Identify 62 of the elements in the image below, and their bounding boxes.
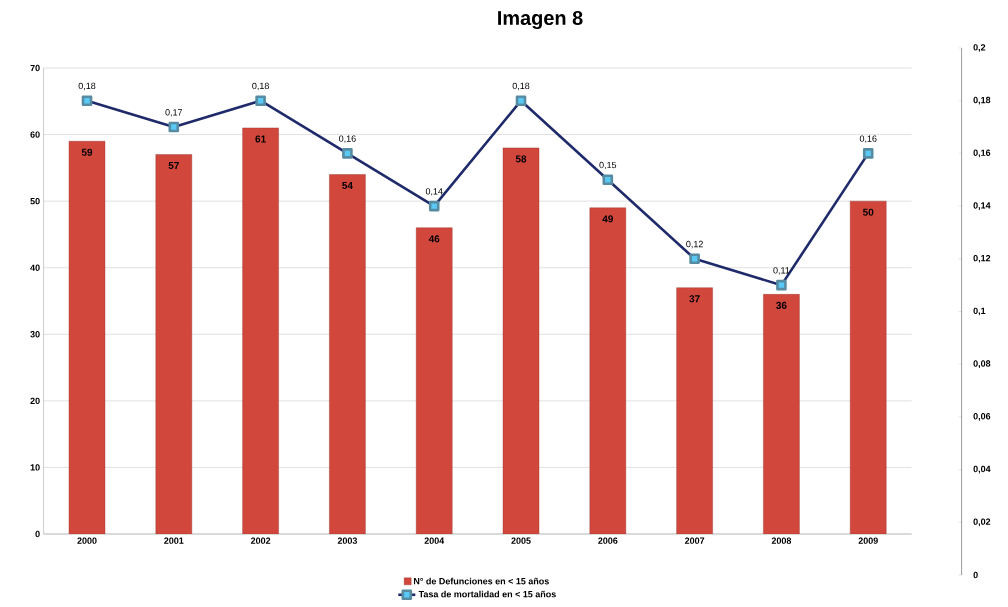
y2-tick-label: 0,14: [973, 202, 991, 210]
y2-tick-label: 0,02: [973, 518, 991, 527]
x-tick-label: 2004: [424, 537, 445, 544]
data-label: 0,14: [425, 188, 443, 196]
x-tick-label: 2000: [77, 537, 97, 544]
bar: [242, 127, 279, 534]
chart-title: Imagen 8: [498, 10, 583, 30]
data-label: 37: [689, 295, 700, 303]
bar: [502, 147, 540, 534]
x-tick-label: 2003: [337, 537, 358, 544]
x-tick-label: 2001: [164, 537, 184, 544]
data-label: 59: [81, 148, 93, 156]
y-tick-label: 50: [30, 197, 40, 205]
y-tick-label: 40: [30, 264, 40, 271]
y2-tick-label: 0,04: [973, 465, 991, 474]
y-tick-label: 20: [30, 397, 40, 405]
y2-tick-label: 0,08: [973, 360, 991, 369]
y2-tick-label: 0,2: [973, 44, 986, 52]
y2-tick-label: 0,06: [973, 413, 991, 421]
legend-label: Tasa de mortalidad en < 15 años: [418, 590, 556, 598]
data-label: 49: [602, 215, 613, 223]
y2-tick-label: 0,1: [973, 307, 986, 316]
data-label: 0,11: [773, 267, 790, 275]
bar: [850, 200, 887, 534]
bar: [416, 227, 453, 534]
data-label: 0,16: [339, 135, 356, 143]
data-label: 36: [776, 301, 787, 309]
data-label: 0,18: [512, 82, 530, 91]
bar: [68, 141, 106, 534]
y2-tick-label: 0: [973, 571, 978, 579]
bar: [763, 294, 800, 534]
y-tick-label: 0: [35, 530, 40, 538]
bar: [329, 174, 366, 534]
y-tick-label: 60: [30, 131, 40, 138]
data-label: 0,15: [599, 161, 617, 170]
data-label: 58: [515, 155, 527, 163]
data-label: 61: [255, 135, 266, 143]
y-tick-label: 30: [30, 331, 40, 338]
data-label: 0,18: [252, 82, 269, 91]
data-label: 0,18: [78, 82, 96, 91]
bar: [589, 207, 627, 534]
x-tick-label: 2007: [684, 537, 705, 544]
x-tick-label: 2005: [511, 537, 531, 544]
x-tick-label: 2008: [771, 537, 792, 544]
y2-tick-label: 0,12: [973, 254, 991, 263]
data-label: 0,17: [165, 109, 183, 117]
y-tick-label: 70: [30, 64, 40, 72]
legend-label: N° de Defunciones en < 15 años: [413, 577, 549, 585]
data-label: 46: [428, 235, 440, 243]
x-tick-label: 2009: [858, 537, 878, 544]
x-tick-label: 2006: [598, 537, 618, 544]
data-label: 50: [862, 208, 874, 216]
y2-tick-label: 0,16: [973, 149, 991, 158]
x-tick-label: 2002: [250, 537, 271, 544]
data-label: 54: [342, 182, 353, 189]
y-tick-label: 10: [30, 464, 40, 471]
data-label: 57: [168, 162, 179, 170]
bar: [676, 287, 713, 534]
data-label: 0,16: [859, 135, 877, 143]
bar: [155, 154, 192, 534]
y2-tick-label: 0,18: [973, 96, 991, 105]
data-label: 0,12: [686, 240, 703, 249]
